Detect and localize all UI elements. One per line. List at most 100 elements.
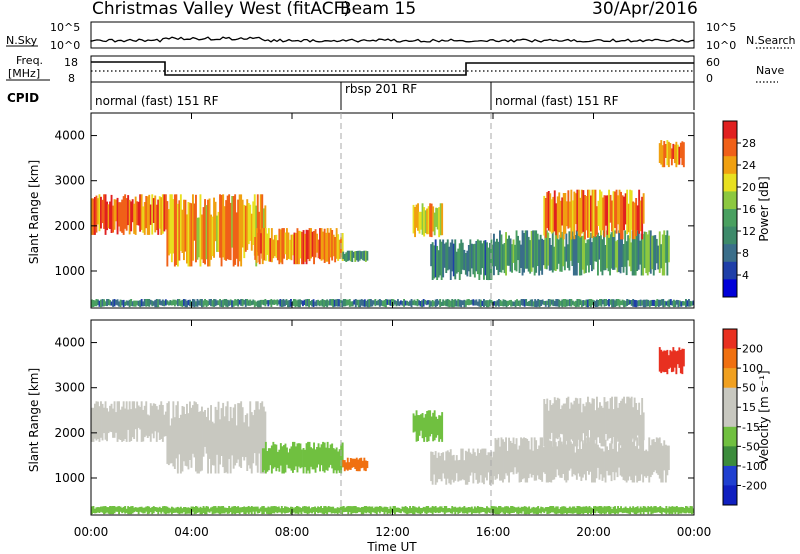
heatmap-cell-velocity-9 <box>653 506 656 513</box>
heatmap-cell-power-0 <box>157 199 160 235</box>
heatmap-cell-velocity-6 <box>610 440 613 482</box>
heatmap-cell-power-9 <box>645 299 648 307</box>
heatmap-cell-power-9 <box>588 299 591 307</box>
heatmap-cell-velocity-5 <box>457 460 460 482</box>
heatmap-cell-power-7 <box>612 191 615 237</box>
heatmap-cell-velocity-9 <box>660 507 663 515</box>
heatmap-cell-velocity-6 <box>563 440 566 481</box>
heatmap-cell-power-6 <box>625 241 628 276</box>
heatmap-cell-power-4 <box>429 203 432 237</box>
heatmap-cell-velocity-9 <box>531 507 534 513</box>
heatmap-cell-velocity-9 <box>127 506 130 515</box>
heatmap-cell-power-8 <box>679 142 682 159</box>
heatmap-cell-power-2 <box>293 232 296 265</box>
heatmap-cell-power-9 <box>594 300 597 307</box>
heatmap-cell-power-5 <box>457 248 460 273</box>
heatmap-cell-power-5 <box>443 243 446 268</box>
heatmap-cell-velocity-9 <box>103 506 105 515</box>
heatmap-cell-power-9 <box>525 299 528 306</box>
heatmap-cell-velocity-4 <box>414 415 416 432</box>
heatmap-cell-velocity-0 <box>91 407 93 442</box>
heatmap-cell-velocity-9 <box>336 507 339 515</box>
heatmap-cell-power-8 <box>664 144 667 158</box>
heatmap-cell-velocity-9 <box>458 506 461 513</box>
heatmap-cell-power-9 <box>223 299 226 306</box>
heatmap-cell-power-0 <box>146 196 149 235</box>
heatmap-cell-power-7 <box>605 195 607 226</box>
heatmap-cell-power-9 <box>630 300 633 306</box>
heatmap-cell-velocity-9 <box>261 506 264 515</box>
heatmap-cell-velocity-6 <box>511 443 513 472</box>
heatmap-cell-velocity-9 <box>377 506 380 512</box>
heatmap-cell-power-3 <box>346 250 349 262</box>
heatmap-cell-power-9 <box>152 301 155 306</box>
heatmap-cell-power-2 <box>276 240 279 261</box>
nsky-trace <box>90 36 695 43</box>
heatmap-cell-power-9 <box>181 299 184 307</box>
nsky-tick-top: 10^5 <box>50 21 80 34</box>
heatmap-cell-velocity-5 <box>458 459 461 481</box>
xtick-label-1: 04:00 <box>174 525 209 539</box>
heatmap-cell-velocity-4 <box>417 415 419 441</box>
heatmap-cell-velocity-9 <box>195 506 197 514</box>
heatmap-cell-power-3 <box>366 251 369 261</box>
heatmap-cell-velocity-9 <box>442 508 445 513</box>
heatmap-cell-power-9 <box>473 300 476 306</box>
heatmap-cell-power-6 <box>585 243 587 273</box>
heatmap-cell-velocity-6 <box>544 445 547 474</box>
colorbar-tick-label-power-3: 16 <box>742 203 756 216</box>
heatmap-cell-power-9 <box>386 299 389 305</box>
heatmap-cell-power-6 <box>551 231 554 273</box>
heatmap-cell-velocity-9 <box>284 506 286 514</box>
heatmap-cell-power-0 <box>137 201 140 226</box>
heatmap-cell-power-9 <box>369 299 372 307</box>
heatmap-cell-power-1 <box>237 199 240 267</box>
heatmap-cell-velocity-9 <box>172 507 175 513</box>
heatmap-cell-power-9 <box>483 299 485 307</box>
heatmap-cell-velocity-1 <box>207 407 209 474</box>
heatmap-cell-velocity-6 <box>578 437 581 477</box>
colorbar-tick-label-power-1: 24 <box>742 159 756 172</box>
heatmap-cell-power-9 <box>523 299 526 307</box>
xtick-label-3: 12:00 <box>375 525 410 539</box>
heatmap-cell-power-9 <box>112 299 114 307</box>
heatmap-cell-velocity-9 <box>327 506 330 513</box>
heatmap-cell-velocity-9 <box>470 506 473 515</box>
heatmap-cell-velocity-9 <box>412 506 414 515</box>
heatmap-cell-power-8 <box>672 143 675 159</box>
heatmap-cell-power-7 <box>632 201 635 240</box>
heatmap-cell-power-7 <box>617 195 619 225</box>
heatmap-cell-velocity-9 <box>400 509 402 514</box>
heatmap-cell-power-9 <box>538 299 541 308</box>
heatmap-cell-power-2 <box>292 234 294 256</box>
heatmap-cell-power-9 <box>172 299 175 306</box>
heatmap-cell-velocity-9 <box>486 506 488 514</box>
power-colorbar-frame <box>722 120 738 298</box>
heatmap-cell-power-0 <box>122 196 125 235</box>
heatmap-cell-power-9 <box>345 299 348 306</box>
heatmap-cell-power-9 <box>460 300 463 308</box>
heatmap-cell-velocity-2 <box>313 442 315 470</box>
heatmap-cell-power-7 <box>567 190 570 229</box>
heatmap-cell-power-4 <box>415 204 418 228</box>
heatmap-cell-velocity-9 <box>246 506 249 513</box>
heatmap-cell-power-9 <box>139 300 142 308</box>
heatmap-cell-velocity-9 <box>219 506 221 515</box>
heatmap-cell-power-9 <box>508 300 511 305</box>
heatmap-cell-power-9 <box>127 300 130 306</box>
heatmap-cell-power-7 <box>623 196 625 231</box>
heatmap-cell-velocity-9 <box>565 508 568 515</box>
heatmap-cell-power-6 <box>500 234 503 273</box>
heatmap-cell-velocity-6 <box>574 452 577 476</box>
heatmap-cell-velocity-5 <box>476 448 479 484</box>
heatmap-cell-power-7 <box>626 189 629 235</box>
heatmap-cell-power-7 <box>588 189 591 238</box>
heatmap-cell-power-9 <box>647 299 650 307</box>
heatmap-cell-velocity-7 <box>577 403 580 440</box>
heatmap-cell-power-4 <box>417 203 419 231</box>
heatmap-cell-velocity-9 <box>229 507 232 513</box>
heatmap-cell-power-7 <box>597 200 600 226</box>
heatmap-cell-velocity-9 <box>92 506 95 513</box>
heatmap-cell-power-5 <box>470 243 473 269</box>
heatmap-cell-velocity-9 <box>639 506 642 515</box>
